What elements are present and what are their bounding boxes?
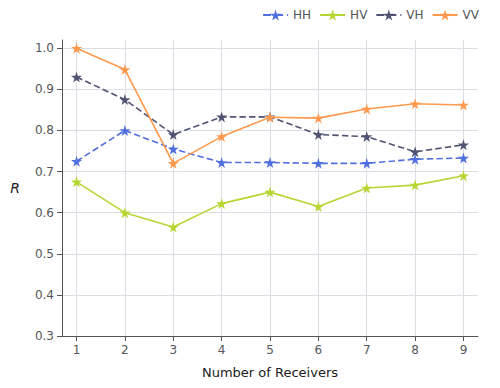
svg-text:VV: VV (463, 8, 480, 22)
svg-text:0.7: 0.7 (35, 165, 54, 179)
svg-text:7: 7 (363, 343, 371, 357)
svg-text:R: R (10, 180, 20, 196)
svg-text:HH: HH (293, 8, 311, 22)
svg-text:0.5: 0.5 (35, 247, 54, 261)
svg-text:0.6: 0.6 (35, 206, 54, 220)
svg-text:0.9: 0.9 (35, 82, 54, 96)
svg-text:0.8: 0.8 (35, 123, 54, 137)
svg-text:VH: VH (406, 8, 423, 22)
svg-text:0.3: 0.3 (35, 329, 54, 343)
svg-text:1.0: 1.0 (35, 41, 54, 55)
svg-text:8: 8 (411, 343, 419, 357)
svg-text:3: 3 (169, 343, 177, 357)
svg-text:0.4: 0.4 (35, 288, 54, 302)
svg-text:2: 2 (121, 343, 129, 357)
svg-text:4: 4 (218, 343, 226, 357)
svg-text:1: 1 (73, 343, 81, 357)
svg-text:Number of Receivers: Number of Receivers (202, 365, 338, 380)
svg-text:5: 5 (266, 343, 274, 357)
svg-text:9: 9 (460, 343, 468, 357)
svg-text:HV: HV (350, 8, 368, 22)
svg-text:6: 6 (315, 343, 323, 357)
